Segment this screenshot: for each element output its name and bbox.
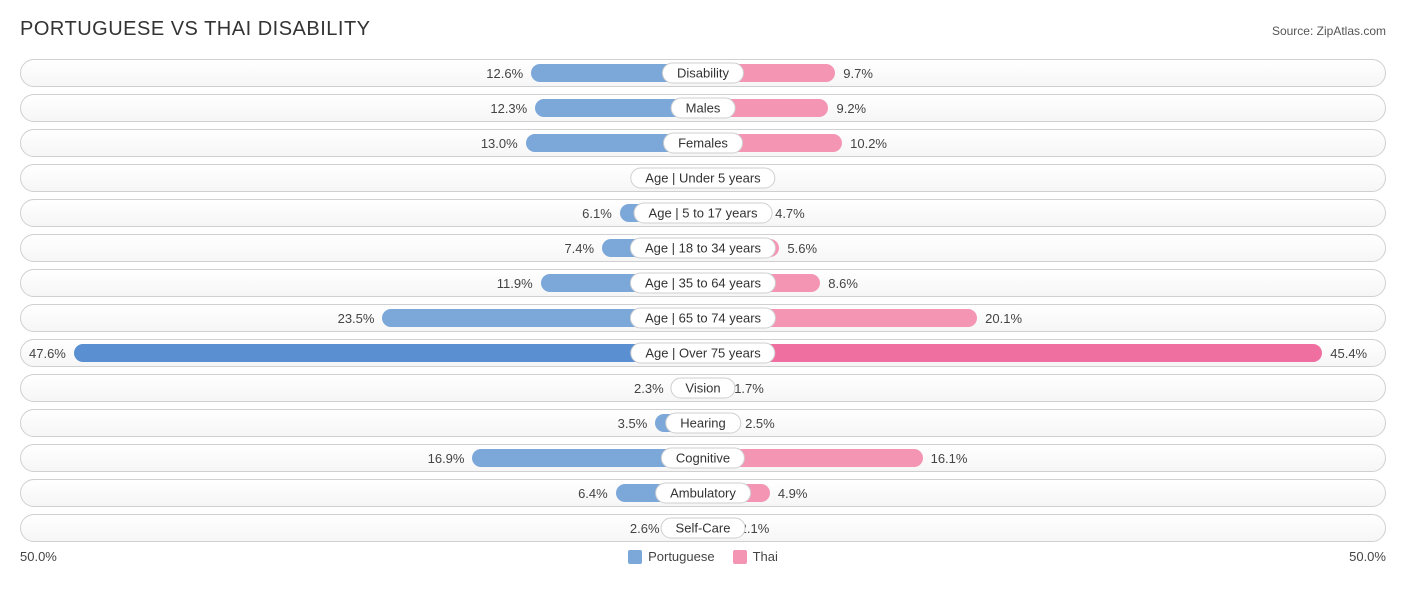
legend-item-right: Thai bbox=[733, 549, 778, 564]
chart-row: 47.6% 45.4% Age | Over 75 years bbox=[20, 339, 1386, 367]
category-label: Age | 35 to 64 years bbox=[630, 273, 776, 294]
value-label-left: 6.1% bbox=[574, 206, 620, 221]
row-right-half: 16.1% bbox=[703, 445, 1385, 471]
row-left-half: 16.9% bbox=[21, 445, 703, 471]
chart-row: 12.6% 9.7% Disability bbox=[20, 59, 1386, 87]
category-label: Cognitive bbox=[661, 448, 745, 469]
row-left-half: 13.0% bbox=[21, 130, 703, 156]
row-left-half: 47.6% bbox=[21, 340, 703, 366]
row-right-half: 2.5% bbox=[703, 410, 1385, 436]
value-label-right: 20.1% bbox=[977, 311, 1030, 326]
row-right-half: 5.6% bbox=[703, 235, 1385, 261]
value-label-right: 45.4% bbox=[1322, 346, 1375, 361]
axis-max-left: 50.0% bbox=[20, 549, 57, 564]
row-right-half: 1.7% bbox=[703, 375, 1385, 401]
value-label-left: 6.4% bbox=[570, 486, 616, 501]
legend: Portuguese Thai bbox=[628, 549, 778, 564]
value-label-left: 7.4% bbox=[556, 241, 602, 256]
chart-footer: 50.0% Portuguese Thai 50.0% bbox=[20, 549, 1386, 564]
legend-swatch-left bbox=[628, 550, 642, 564]
chart-title: PORTUGUESE VS THAI DISABILITY bbox=[20, 18, 371, 41]
value-label-left: 23.5% bbox=[330, 311, 383, 326]
value-label-left: 16.9% bbox=[420, 451, 473, 466]
value-label-right: 9.7% bbox=[835, 66, 881, 81]
value-label-right: 4.9% bbox=[770, 486, 816, 501]
row-left-half: 12.6% bbox=[21, 60, 703, 86]
row-right-half: 4.9% bbox=[703, 480, 1385, 506]
legend-label-right: Thai bbox=[753, 549, 778, 564]
value-label-left: 12.3% bbox=[482, 101, 535, 116]
row-right-half: 45.4% bbox=[703, 340, 1385, 366]
category-label: Females bbox=[663, 133, 743, 154]
diverging-bar-chart: 12.6% 9.7% Disability 12.3% 9.2% Males 13.0% 10… bbox=[20, 59, 1386, 542]
axis-max-right: 50.0% bbox=[1349, 549, 1386, 564]
category-label: Age | Under 5 years bbox=[630, 168, 775, 189]
chart-row: 1.6%1.1%Age | Under 5 years bbox=[20, 164, 1386, 192]
category-label: Vision bbox=[670, 378, 735, 399]
value-label-left: 47.6% bbox=[21, 346, 74, 361]
legend-swatch-right bbox=[733, 550, 747, 564]
row-left-half: 6.1% bbox=[21, 200, 703, 226]
row-right-half: 4.7% bbox=[703, 200, 1385, 226]
chart-row: 23.5% 20.1% Age | 65 to 74 years bbox=[20, 304, 1386, 332]
chart-row: 2.3% 1.7%Vision bbox=[20, 374, 1386, 402]
category-label: Disability bbox=[662, 63, 744, 84]
value-label-right: 5.6% bbox=[779, 241, 825, 256]
value-label-right: 4.7% bbox=[767, 206, 813, 221]
category-label: Age | 5 to 17 years bbox=[634, 203, 773, 224]
category-label: Hearing bbox=[665, 413, 741, 434]
row-right-half: 10.2% bbox=[703, 130, 1385, 156]
row-left-half: 12.3% bbox=[21, 95, 703, 121]
value-label-right: 16.1% bbox=[923, 451, 976, 466]
value-label-right: 2.5% bbox=[737, 416, 783, 431]
row-left-half: 23.5% bbox=[21, 305, 703, 331]
legend-label-left: Portuguese bbox=[648, 549, 715, 564]
value-label-right: 10.2% bbox=[842, 136, 895, 151]
value-label-left: 2.3% bbox=[626, 381, 672, 396]
row-right-half: 2.1% bbox=[703, 515, 1385, 541]
chart-row: 13.0% 10.2% Females bbox=[20, 129, 1386, 157]
chart-row: 3.5% 2.5%Hearing bbox=[20, 409, 1386, 437]
value-label-left: 11.9% bbox=[489, 276, 541, 291]
bar-right bbox=[703, 344, 1322, 362]
row-right-half: 1.1% bbox=[703, 165, 1385, 191]
value-label-left: 3.5% bbox=[610, 416, 656, 431]
chart-header: PORTUGUESE VS THAI DISABILITY Source: Zi… bbox=[20, 18, 1386, 41]
category-label: Males bbox=[671, 98, 736, 119]
row-left-half: 2.3% bbox=[21, 375, 703, 401]
category-label: Ambulatory bbox=[655, 483, 751, 504]
chart-row: 6.1% 4.7%Age | 5 to 17 years bbox=[20, 199, 1386, 227]
row-left-half: 3.5% bbox=[21, 410, 703, 436]
row-left-half: 2.6% bbox=[21, 515, 703, 541]
row-left-half: 1.6% bbox=[21, 165, 703, 191]
value-label-right: 9.2% bbox=[828, 101, 874, 116]
bar-left bbox=[74, 344, 703, 362]
row-right-half: 9.7% bbox=[703, 60, 1385, 86]
category-label: Self-Care bbox=[661, 518, 746, 539]
category-label: Age | 65 to 74 years bbox=[630, 308, 776, 329]
row-left-half: 7.4% bbox=[21, 235, 703, 261]
chart-row: 11.9% 8.6% Age | 35 to 64 years bbox=[20, 269, 1386, 297]
chart-source: Source: ZipAtlas.com bbox=[1272, 24, 1386, 38]
chart-row: 12.3% 9.2% Males bbox=[20, 94, 1386, 122]
chart-row: 6.4% 4.9% Ambulatory bbox=[20, 479, 1386, 507]
legend-item-left: Portuguese bbox=[628, 549, 715, 564]
value-label-left: 12.6% bbox=[478, 66, 531, 81]
row-right-half: 8.6% bbox=[703, 270, 1385, 296]
row-left-half: 6.4% bbox=[21, 480, 703, 506]
chart-row: 2.6%2.1%Self-Care bbox=[20, 514, 1386, 542]
value-label-right: 8.6% bbox=[820, 276, 866, 291]
category-label: Age | Over 75 years bbox=[630, 343, 775, 364]
value-label-left: 13.0% bbox=[473, 136, 526, 151]
chart-row: 7.4% 5.6%Age | 18 to 34 years bbox=[20, 234, 1386, 262]
chart-row: 16.9% 16.1% Cognitive bbox=[20, 444, 1386, 472]
row-left-half: 11.9% bbox=[21, 270, 703, 296]
category-label: Age | 18 to 34 years bbox=[630, 238, 776, 259]
row-right-half: 20.1% bbox=[703, 305, 1385, 331]
row-right-half: 9.2% bbox=[703, 95, 1385, 121]
